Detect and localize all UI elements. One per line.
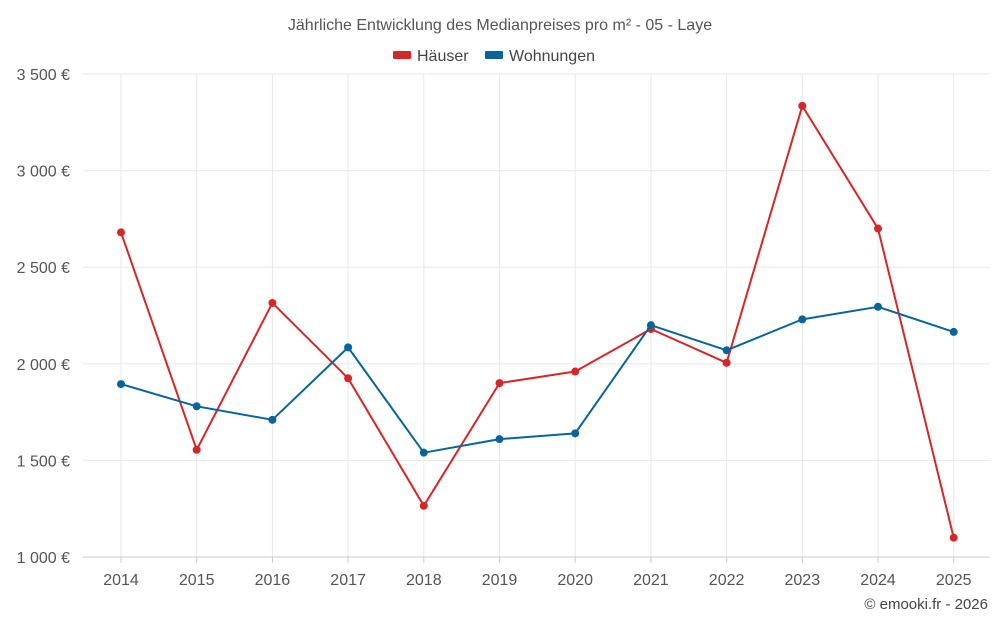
data-point-wohnungen-2018[interactable]	[419, 448, 428, 457]
series-haeuser	[117, 101, 958, 542]
data-point-wohnungen-2021[interactable]	[646, 321, 655, 330]
data-point-haeuser-2017[interactable]	[344, 374, 353, 383]
x-gridlines	[120, 74, 955, 563]
series-layer	[117, 101, 958, 542]
x-tick-label-2025: 2025	[936, 572, 972, 589]
y-gridlines	[83, 73, 990, 461]
data-point-wohnungen-2024[interactable]	[874, 302, 882, 311]
data-point-wohnungen-2022[interactable]	[722, 346, 731, 355]
y-tick-label-1000: 1 000 €	[17, 550, 70, 567]
data-point-wohnungen-2016[interactable]	[268, 415, 277, 424]
x-tick-label-2015: 2015	[179, 572, 215, 589]
legend-label-wohnungen[interactable]: Wohnungen	[509, 48, 595, 65]
legend: Häuser Wohnungen	[393, 48, 595, 65]
data-point-haeuser-2018[interactable]	[419, 501, 428, 510]
x-axis-labels: 2014 2015 2016 2017 2018 2019 2020 2021 2022 2023…	[103, 572, 971, 589]
data-point-wohnungen-2015[interactable]	[192, 402, 201, 411]
y-axis-labels: 1 000 € 1 500 € 2 000 € 2 500 € 3 000 € 3 500…	[17, 67, 70, 567]
data-point-haeuser-2020[interactable]	[571, 367, 580, 376]
x-tick-label-2018: 2018	[406, 572, 442, 589]
data-point-wohnungen-2017[interactable]	[344, 343, 353, 352]
data-point-haeuser-2024[interactable]	[874, 224, 882, 233]
x-tick-label-2019: 2019	[482, 572, 518, 589]
data-point-wohnungen-2020[interactable]	[571, 429, 580, 438]
series-line-haeuser	[120, 104, 955, 538]
chart-title: Jährliche Entwicklung des Medianpreises …	[288, 17, 712, 34]
series-wohnungen	[117, 302, 958, 457]
data-point-haeuser-2022[interactable]	[722, 358, 731, 367]
x-tick-label-2021: 2021	[633, 572, 669, 589]
x-tick-label-2022: 2022	[709, 572, 745, 589]
legend-swatch-wohnungen	[485, 51, 503, 59]
y-tick-label-1500: 1 500 €	[17, 453, 70, 470]
legend-swatch-haeuser	[393, 51, 411, 59]
legend-label-haeuser[interactable]: Häuser	[417, 48, 469, 65]
x-tick-label-2017: 2017	[330, 572, 366, 589]
data-point-haeuser-2016[interactable]	[268, 298, 277, 307]
data-point-haeuser-2023[interactable]	[798, 101, 807, 110]
y-tick-label-2000: 2 000 €	[17, 357, 70, 374]
series-line-wohnungen	[120, 305, 955, 454]
x-tick-label-2014: 2014	[103, 572, 139, 589]
data-point-wohnungen-2025[interactable]	[949, 327, 958, 336]
x-tick-label-2023: 2023	[785, 572, 821, 589]
x-tick-label-2020: 2020	[557, 572, 593, 589]
data-point-haeuser-2014[interactable]	[117, 228, 125, 237]
x-tick-label-2016: 2016	[255, 572, 291, 589]
data-point-wohnungen-2014[interactable]	[117, 380, 125, 389]
y-tick-label-2500: 2 500 €	[17, 260, 70, 277]
data-point-wohnungen-2023[interactable]	[798, 315, 807, 324]
x-tick-label-2024: 2024	[860, 572, 896, 589]
data-point-haeuser-2025[interactable]	[949, 533, 958, 542]
y-tick-label-3000: 3 000 €	[17, 164, 70, 181]
credit-text: © emooki.fr - 2026	[864, 596, 988, 613]
y-tick-label-3500: 3 500 €	[17, 67, 70, 84]
data-point-haeuser-2019[interactable]	[495, 379, 504, 388]
data-point-haeuser-2015[interactable]	[192, 445, 201, 454]
data-point-wohnungen-2019[interactable]	[495, 435, 504, 444]
